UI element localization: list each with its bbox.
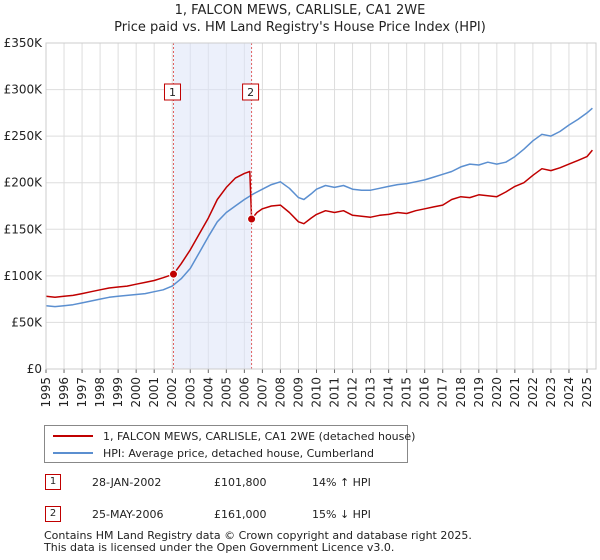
x-tick-label: 1999 (111, 377, 125, 408)
table-row-2-hpi: 15% ↓ HPI (312, 508, 371, 521)
transaction-2-point (247, 214, 257, 224)
x-tick-label: 2002 (165, 377, 179, 408)
x-tick-label: 2007 (255, 377, 269, 408)
y-tick-label: £250K (4, 129, 44, 143)
table-row-2-marker: 2 (45, 506, 61, 522)
x-tick-label: 2016 (418, 377, 432, 408)
legend: 1, FALCON MEWS, CARLISLE, CA1 2WE (detac… (44, 425, 415, 463)
x-tick-label: 2024 (562, 377, 576, 408)
x-tick-label: 2001 (147, 377, 161, 408)
footer: Contains HM Land Registry data © Crown c… (44, 530, 472, 554)
transaction-1-label: 1 (169, 86, 176, 99)
title-line-2: Price paid vs. HM Land Registry's House … (114, 20, 486, 35)
table-row-1-hpi: 14% ↑ HPI (312, 476, 371, 489)
x-tick-label: 2015 (400, 377, 414, 408)
x-tick-label: 2005 (219, 377, 233, 408)
y-tick-label: £350K (4, 36, 44, 50)
x-tick-label: 2003 (183, 377, 197, 408)
title-line-1: 1, FALCON MEWS, CARLISLE, CA1 2WE (174, 3, 426, 18)
x-tick-label: 2025 (580, 377, 594, 408)
property-price-line (45, 149, 593, 299)
x-tick-label: 2018 (454, 377, 468, 408)
x-tick-label: 2023 (544, 377, 558, 408)
x-tick-label: 2000 (129, 377, 143, 408)
transaction-1-label-box (163, 83, 181, 101)
y-tick-label: £0 (27, 362, 42, 376)
y-tick-label: £150K (4, 222, 44, 236)
highlight-period (173, 43, 252, 369)
x-tick-label: 1997 (75, 377, 89, 408)
x-tick-label: 2012 (346, 377, 360, 408)
x-tick-label: 2022 (526, 377, 540, 408)
transaction-2-label: 2 (247, 86, 254, 99)
x-tick-label: 2017 (436, 377, 450, 408)
table-row-1-marker: 1 (45, 474, 61, 490)
transaction-1-point (168, 269, 178, 279)
footer-line-1: Contains HM Land Registry data © Crown c… (44, 529, 472, 542)
y-tick-label: £100K (4, 269, 44, 283)
plot-background (46, 43, 596, 369)
legend-label-hpi: HPI: Average price, detached house, Cumb… (103, 446, 375, 460)
x-tick-label: 2014 (382, 377, 396, 408)
x-tick-label: 2011 (328, 377, 342, 408)
x-tick-label: 2013 (364, 377, 378, 408)
y-tick-label: £200K (4, 176, 44, 190)
y-tick-label: £300K (4, 83, 44, 97)
x-tick-label: 1998 (93, 377, 107, 408)
footer-line-2: This data is licensed under the Open Gov… (44, 541, 395, 554)
x-tick-label: 2008 (273, 377, 287, 408)
legend-item-property: 1, FALCON MEWS, CARLISLE, CA1 2WE (detac… (53, 428, 415, 444)
table-row-1-price: £101,800 (214, 476, 267, 489)
y-axis: £0 £50K £100K £150K £200K £250K £300K £350K (4, 36, 44, 376)
legend-swatch-hpi (53, 452, 93, 454)
x-tick-label: 2010 (309, 377, 323, 408)
x-tick-label: 2006 (237, 377, 251, 408)
series-lines (45, 107, 593, 308)
transaction-2-label-box (242, 83, 260, 101)
x-tick-label: 2020 (490, 377, 504, 408)
plot-frame (45, 42, 597, 370)
chart-title: 1, FALCON MEWS, CARLISLE, CA1 2WE Price … (0, 2, 600, 36)
x-tick-label: 2019 (472, 377, 486, 408)
shaded-region (173, 43, 252, 369)
table-row-2-price: £161,000 (214, 508, 267, 521)
x-tick-label: 1995 (39, 377, 53, 408)
x-axis: 1995 1996 1997 1998 1999 2000 2001 2002 2003 2004… (39, 369, 594, 408)
x-tick-label: 2009 (291, 377, 305, 408)
legend-label-property: 1, FALCON MEWS, CARLISLE, CA1 2WE (detac… (103, 429, 416, 443)
x-tick-label: 1996 (57, 377, 71, 408)
table-row-2-date: 25-MAY-2006 (92, 508, 164, 521)
y-tick-label: £50K (11, 315, 43, 329)
table-row-1-date: 28-JAN-2002 (92, 476, 162, 489)
x-tick-label: 2021 (508, 377, 522, 408)
x-tick-label: 2004 (201, 377, 215, 408)
hpi-line (45, 107, 593, 308)
legend-item-hpi: HPI: Average price, detached house, Cumb… (53, 445, 374, 461)
legend-swatch-property (53, 435, 93, 437)
